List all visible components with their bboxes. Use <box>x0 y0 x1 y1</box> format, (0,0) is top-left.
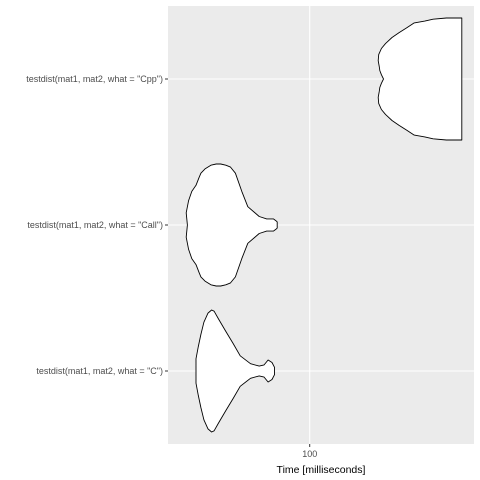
x-axis-title: Time [milliseconds] <box>277 464 366 476</box>
x-tick-label: 100 <box>302 449 317 459</box>
y-tick-label: testdist(mat1, mat2, what = "Cpp") <box>26 74 163 84</box>
violin-3 <box>195 309 275 433</box>
axis-layer: testdist(mat1, mat2, what = "Cpp") testdi… <box>26 74 317 459</box>
y-tick-label: testdist(mat1, mat2, what = "Call") <box>27 220 163 230</box>
violin-2 <box>185 163 278 287</box>
violin-layer <box>185 17 463 433</box>
violin-1 <box>377 17 463 141</box>
y-tick-label: testdist(mat1, mat2, what = "C") <box>36 366 163 376</box>
